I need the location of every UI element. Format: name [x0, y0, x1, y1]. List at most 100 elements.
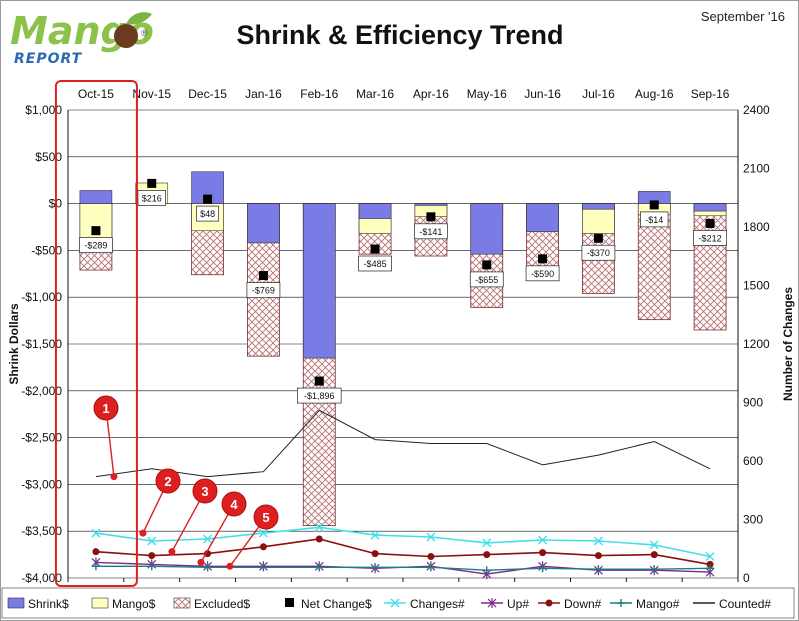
point-changes	[314, 522, 324, 532]
net-change-label-box	[640, 211, 669, 228]
net-change-marker	[426, 212, 436, 222]
net-change-label: -$212	[699, 233, 722, 243]
point-mango	[482, 566, 491, 575]
x-tick-label: May-16	[467, 87, 507, 101]
line-mango	[95, 565, 711, 571]
net-change-label-box	[469, 271, 504, 288]
net-change-label: -$14	[645, 215, 663, 225]
point-mango	[426, 563, 435, 572]
point-mango	[706, 564, 715, 573]
net-change-label: -$289	[84, 241, 107, 251]
net-change-marker	[649, 200, 659, 210]
point-down	[148, 552, 156, 560]
net-change-marker	[258, 271, 268, 281]
point-down	[427, 553, 435, 561]
point-changes	[203, 534, 213, 544]
mango-report-logo: Mango ® REPORT	[8, 6, 154, 67]
line-down	[95, 538, 711, 566]
legend-marker-down-count	[545, 599, 553, 607]
y-tick-label: $1,000	[25, 103, 62, 117]
point-down	[594, 552, 602, 560]
point-down	[650, 551, 658, 559]
y-tick-label: -$1,500	[21, 337, 62, 351]
callout-target	[168, 548, 176, 556]
legend-label: Counted#	[719, 597, 771, 611]
net-change-label-box	[525, 265, 560, 282]
net-change-marker	[370, 244, 380, 254]
net-change-label: -$141	[419, 227, 442, 237]
y2-tick-label: 2100	[743, 162, 770, 176]
y2-tick-label: 300	[743, 513, 763, 527]
net-change-label: $48	[200, 209, 215, 219]
bar-shrink	[693, 203, 727, 212]
legend-swatch-excluded-dollars	[173, 597, 191, 609]
callout-badge	[155, 468, 181, 494]
y-axis-label: Shrink Dollars	[7, 303, 21, 385]
net-change-label-box	[414, 223, 448, 240]
x-tick-label: Nov-15	[132, 87, 171, 101]
bar-shrink	[358, 203, 392, 219]
net-change-marker	[203, 194, 213, 204]
bar-shrink	[582, 203, 615, 210]
x-tick-label: Dec-15	[188, 87, 227, 101]
net-change-marker	[482, 260, 492, 270]
callout-number: 1	[102, 401, 109, 416]
point-changes	[482, 538, 492, 548]
net-change-label-box	[358, 255, 392, 272]
report-date: September '16	[700, 9, 785, 24]
legend-swatch-shrink-dollars	[7, 597, 25, 609]
callout-badge	[253, 504, 279, 530]
y2-tick-label: 1200	[743, 337, 770, 351]
bar-shrink	[247, 203, 280, 244]
y-tick-label: -$2,500	[21, 431, 62, 445]
y-tick-label: -$1,000	[21, 290, 62, 304]
x-tick-label: Sep-16	[691, 87, 730, 101]
point-mango	[147, 562, 156, 571]
logo-mango-icon	[114, 24, 138, 48]
y2-tick-label: 900	[743, 396, 763, 410]
y-tick-label: $500	[35, 150, 62, 164]
point-changes	[426, 532, 436, 542]
point-changes	[258, 528, 268, 538]
point-mango	[538, 564, 547, 573]
legend-box	[1, 587, 795, 619]
legend-label: Changes#	[410, 597, 465, 611]
point-changes	[649, 540, 659, 550]
point-changes	[705, 552, 715, 562]
bar-shrink	[79, 190, 113, 204]
highlight-box	[54, 80, 138, 587]
point-down	[92, 548, 100, 556]
callout-badge	[192, 478, 218, 504]
legend-marker-changes-count	[390, 598, 400, 608]
callout-target	[139, 529, 147, 537]
legend-label: Down#	[564, 597, 602, 611]
x-tick-label: Aug-16	[635, 87, 674, 101]
net-change-label: -$485	[364, 259, 387, 269]
legend-label: Net Change$	[301, 597, 372, 611]
net-change-label-box	[246, 282, 281, 298]
net-change-label: -$655	[475, 275, 498, 285]
bar-shrink	[302, 203, 336, 359]
x-tick-label: Apr-16	[413, 87, 449, 101]
point-changes	[538, 535, 548, 545]
logo-subtitle: REPORT	[14, 51, 83, 66]
net-change-label: -$1,896	[304, 391, 335, 401]
chart-title: Shrink & Efficiency Trend	[236, 20, 564, 50]
point-down	[371, 550, 379, 558]
y-tick-label: -$4,000	[21, 571, 62, 585]
point-changes	[91, 528, 101, 538]
legend-swatch-net-change-dollars	[285, 598, 294, 607]
net-change-label-box	[79, 237, 113, 254]
net-change-label-box	[196, 205, 220, 222]
point-down	[539, 549, 547, 557]
net-change-label-box	[297, 387, 342, 404]
logo-leaf-icon	[126, 12, 152, 25]
point-changes	[147, 536, 157, 546]
legend-label: Shrink$	[28, 597, 69, 611]
point-mango	[594, 565, 603, 574]
y2-tick-label: 600	[743, 454, 763, 468]
point-changes	[593, 536, 603, 546]
point-mango	[259, 563, 268, 572]
net-change-label: -$370	[587, 248, 610, 258]
